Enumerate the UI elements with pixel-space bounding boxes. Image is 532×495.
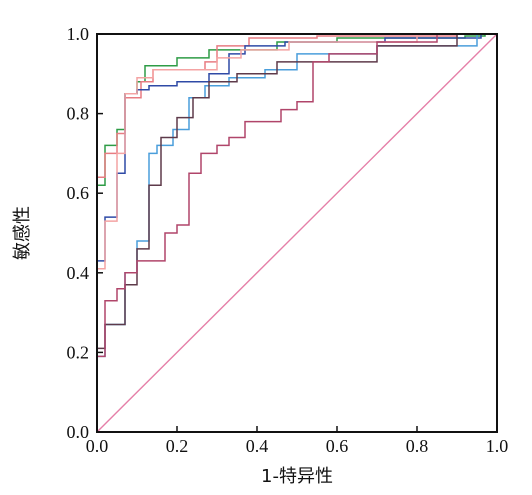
roc-curve-4 — [96, 33, 497, 432]
x-tick-label: 0.4 — [246, 436, 269, 456]
plot-area — [96, 33, 498, 433]
axis-ticks: 0.00.0 0.2 0.2 0.4 0.4 0.6 0.6 0.8 0.8 1.0 1.0 — [67, 24, 509, 456]
x-tick-label: 0.8 — [406, 436, 429, 456]
plot-frame — [96, 33, 498, 433]
y-tick-label: 0.2 — [67, 342, 90, 362]
roc-curve-7 — [96, 33, 497, 432]
y-axis-title: 敏感性 — [12, 206, 33, 260]
y-tick-label: 0.4 — [67, 263, 90, 283]
x-tick-label: 0.6 — [326, 436, 349, 456]
roc-curve-6 — [96, 33, 497, 432]
x-tick-label: 1.0 — [486, 436, 509, 456]
y-tick-label: 1.0 — [67, 24, 90, 44]
x-tick-label: 0.2 — [166, 436, 189, 456]
x-tick-label: 0.0 — [86, 436, 109, 456]
reference-diagonal — [96, 33, 498, 433]
y-tick-label: 0.6 — [67, 183, 90, 203]
y-tick-label: 0.0 — [67, 422, 90, 442]
x-axis-title: 1-特异性 — [261, 466, 333, 487]
y-tick-label: 0.8 — [67, 104, 90, 124]
